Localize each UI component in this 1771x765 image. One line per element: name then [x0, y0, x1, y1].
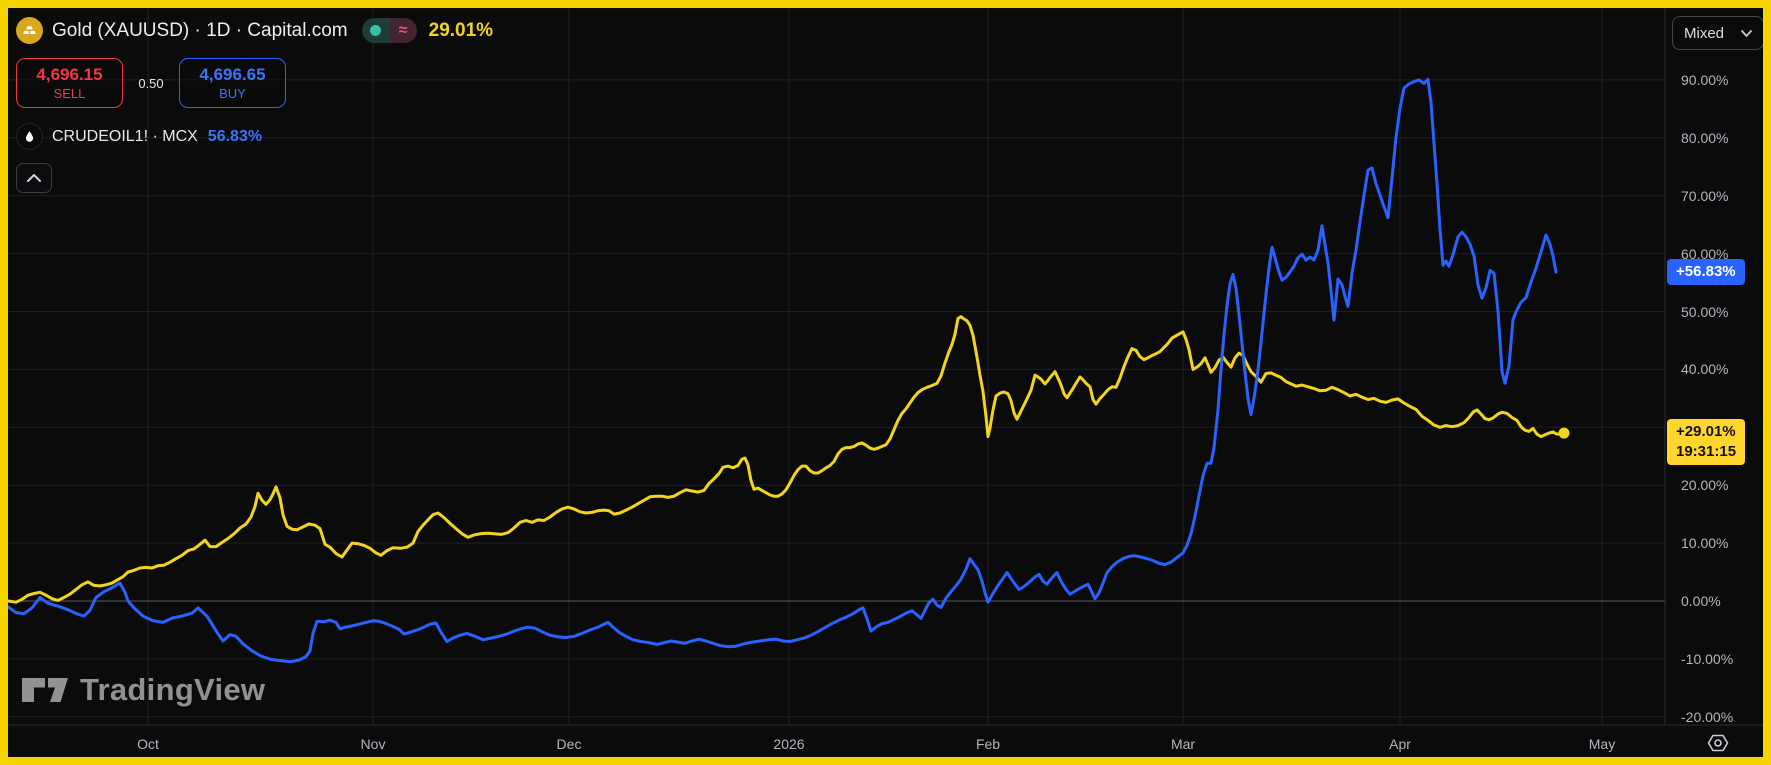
tradingview-logo-icon [22, 678, 68, 702]
gold-price-tag: +29.01% 19:31:15 [1667, 419, 1746, 466]
buy-label: BUY [219, 86, 246, 101]
x-axis-label: Oct [137, 736, 159, 752]
sell-button[interactable]: 4,696.15 SELL [16, 58, 123, 108]
time-axis-settings-icon[interactable] [1706, 731, 1730, 760]
spread-value: 0.50 [138, 75, 164, 91]
y-axis-label: 50.00% [1681, 303, 1729, 320]
scale-mode-dropdown[interactable]: Mixed [1672, 16, 1764, 50]
indicator-dot-icon [361, 18, 390, 43]
gold-change-percent: 29.01% [428, 19, 494, 41]
y-axis-label: 70.00% [1681, 187, 1729, 204]
gold-symbol-icon [16, 17, 43, 44]
chevron-up-icon [27, 174, 41, 182]
x-axis-label: Apr [1389, 736, 1411, 752]
crude-oil-icon [16, 123, 43, 150]
y-axis-label: 80.00% [1681, 129, 1729, 146]
sell-price: 4,696.15 [36, 65, 103, 84]
watermark-label: TradingView [80, 672, 266, 707]
compare-symbol-row[interactable]: CRUDEOIL1! · MCX 56.83% [16, 123, 493, 150]
y-axis-label: 20.00% [1681, 477, 1729, 494]
y-axis-label: -10.00% [1681, 650, 1734, 667]
time-scale[interactable] [8, 726, 1763, 757]
buy-button[interactable]: 4,696.65 BUY [179, 58, 286, 108]
sell-label: SELL [53, 86, 86, 101]
gold-last-point-dot [1558, 427, 1570, 439]
trade-buttons-row: 4,696.15 SELL 0.50 4,696.65 BUY [16, 58, 493, 108]
y-axis-label: 60.00% [1681, 245, 1729, 262]
y-axis-label: 0.00% [1681, 593, 1721, 609]
crude-series-line [6, 77, 1558, 664]
compare-symbol-title[interactable]: CRUDEOIL1! · MCX [52, 127, 198, 145]
approx-icon: ≈ [389, 18, 417, 43]
y-axis-label: 40.00% [1681, 361, 1729, 378]
chart-legend: Gold (XAUUSD) · 1D · Capital.com ≈ 29.01… [16, 17, 493, 193]
y-axis-label: 90.00% [1681, 71, 1729, 88]
x-axis-label: May [1588, 736, 1616, 752]
crude-price-tag: +56.83% [1667, 259, 1745, 286]
y-axis-label: 10.00% [1681, 535, 1729, 552]
chevron-down-icon [1741, 29, 1752, 37]
x-axis-label: 2026 [773, 736, 805, 752]
crude-change-percent: 56.83% [207, 127, 263, 145]
collapse-legend-button[interactable] [16, 163, 52, 193]
y-axis-label: -20.00% [1681, 708, 1734, 725]
gold-series-line [6, 315, 1566, 604]
x-axis-label: Feb [975, 736, 1001, 752]
x-axis-label: Mar [1170, 736, 1196, 752]
scale-mode-value: Mixed [1684, 24, 1725, 42]
buy-price: 4,696.65 [199, 65, 266, 84]
indicator-toggle[interactable]: ≈ [361, 18, 417, 43]
x-axis-label: Dec [556, 736, 582, 752]
tradingview-watermark: TradingView [22, 672, 265, 708]
main-symbol-row[interactable]: Gold (XAUUSD) · 1D · Capital.com ≈ 29.01… [16, 17, 493, 44]
x-axis-label: Nov [360, 736, 386, 752]
symbol-title[interactable]: Gold (XAUUSD) · 1D · Capital.com [52, 19, 348, 41]
